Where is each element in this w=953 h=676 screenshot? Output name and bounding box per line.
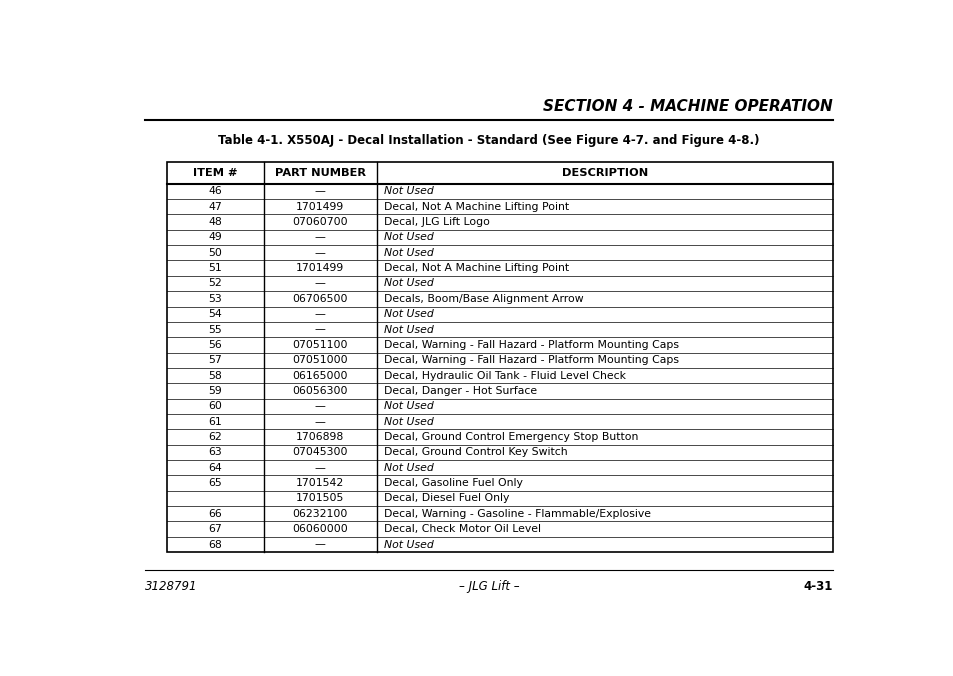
Text: Not Used: Not Used — [384, 187, 434, 196]
Text: Not Used: Not Used — [384, 233, 434, 243]
Text: 68: 68 — [209, 539, 222, 550]
Text: Decal, Warning - Fall Hazard - Platform Mounting Caps: Decal, Warning - Fall Hazard - Platform … — [384, 356, 679, 365]
Text: ITEM #: ITEM # — [193, 168, 237, 178]
Text: Decal, Gasoline Fuel Only: Decal, Gasoline Fuel Only — [384, 478, 522, 488]
Text: —: — — [314, 324, 325, 335]
Text: Decals, Boom/Base Alignment Arrow: Decals, Boom/Base Alignment Arrow — [384, 294, 583, 304]
Text: 54: 54 — [209, 309, 222, 319]
Text: Decal, Ground Control Emergency Stop Button: Decal, Ground Control Emergency Stop But… — [384, 432, 638, 442]
Text: 57: 57 — [209, 356, 222, 365]
Text: Decal, Hydraulic Oil Tank - Fluid Level Check: Decal, Hydraulic Oil Tank - Fluid Level … — [384, 370, 626, 381]
Text: 46: 46 — [209, 187, 222, 196]
Text: Not Used: Not Used — [384, 416, 434, 427]
Text: Decal, Check Motor Oil Level: Decal, Check Motor Oil Level — [384, 524, 540, 534]
Text: 4-31: 4-31 — [802, 579, 832, 593]
Text: 1701542: 1701542 — [296, 478, 344, 488]
Bar — [167, 162, 832, 552]
Text: Not Used: Not Used — [384, 402, 434, 411]
Text: 53: 53 — [209, 294, 222, 304]
Text: 1701499: 1701499 — [296, 201, 344, 212]
Text: 51: 51 — [209, 263, 222, 273]
Text: 49: 49 — [209, 233, 222, 243]
Text: Not Used: Not Used — [384, 309, 434, 319]
Text: 07045300: 07045300 — [293, 448, 348, 458]
Text: —: — — [314, 416, 325, 427]
Text: PART NUMBER: PART NUMBER — [274, 168, 365, 178]
Text: Decal, Warning - Gasoline - Flammable/Explosive: Decal, Warning - Gasoline - Flammable/Ex… — [384, 509, 651, 518]
Text: Decal, Diesel Fuel Only: Decal, Diesel Fuel Only — [384, 493, 509, 504]
Text: 62: 62 — [209, 432, 222, 442]
Text: —: — — [314, 279, 325, 289]
Text: Table 4-1. X550AJ - Decal Installation - Standard (See Figure 4-7. and Figure 4-: Table 4-1. X550AJ - Decal Installation -… — [218, 135, 759, 147]
Text: Not Used: Not Used — [384, 539, 434, 550]
Text: Not Used: Not Used — [384, 279, 434, 289]
Text: Not Used: Not Used — [384, 248, 434, 258]
Text: 07051000: 07051000 — [293, 356, 348, 365]
Text: 59: 59 — [209, 386, 222, 396]
Text: – JLG Lift –: – JLG Lift – — [458, 579, 518, 593]
Text: 07060700: 07060700 — [293, 217, 348, 227]
Text: 06232100: 06232100 — [293, 509, 348, 518]
Text: 64: 64 — [209, 463, 222, 473]
Text: —: — — [314, 248, 325, 258]
Text: Decal, Not A Machine Lifting Point: Decal, Not A Machine Lifting Point — [384, 201, 569, 212]
Text: Decal, Not A Machine Lifting Point: Decal, Not A Machine Lifting Point — [384, 263, 569, 273]
Text: 67: 67 — [209, 524, 222, 534]
Text: Decal, Ground Control Key Switch: Decal, Ground Control Key Switch — [384, 448, 567, 458]
Text: —: — — [314, 463, 325, 473]
Text: —: — — [314, 309, 325, 319]
Text: 1701505: 1701505 — [295, 493, 344, 504]
Text: 07051100: 07051100 — [293, 340, 348, 350]
Text: 63: 63 — [209, 448, 222, 458]
Text: 3128791: 3128791 — [145, 579, 197, 593]
Text: Decal, Warning - Fall Hazard - Platform Mounting Caps: Decal, Warning - Fall Hazard - Platform … — [384, 340, 679, 350]
Text: 48: 48 — [209, 217, 222, 227]
Text: Not Used: Not Used — [384, 463, 434, 473]
Text: Decal, JLG Lift Logo: Decal, JLG Lift Logo — [384, 217, 490, 227]
Text: 06706500: 06706500 — [293, 294, 348, 304]
Text: 66: 66 — [209, 509, 222, 518]
Text: Not Used: Not Used — [384, 324, 434, 335]
Text: 1706898: 1706898 — [296, 432, 344, 442]
Text: 47: 47 — [209, 201, 222, 212]
Text: 1701499: 1701499 — [296, 263, 344, 273]
Text: 65: 65 — [209, 478, 222, 488]
Text: Decal, Danger - Hot Surface: Decal, Danger - Hot Surface — [384, 386, 537, 396]
Text: 61: 61 — [209, 416, 222, 427]
Text: 58: 58 — [209, 370, 222, 381]
Text: 50: 50 — [209, 248, 222, 258]
Text: —: — — [314, 402, 325, 411]
Text: DESCRIPTION: DESCRIPTION — [561, 168, 647, 178]
Text: 60: 60 — [209, 402, 222, 411]
Text: 06165000: 06165000 — [293, 370, 348, 381]
Text: —: — — [314, 539, 325, 550]
Text: 55: 55 — [209, 324, 222, 335]
Text: —: — — [314, 187, 325, 196]
Text: 06060000: 06060000 — [293, 524, 348, 534]
Text: —: — — [314, 233, 325, 243]
Text: 06056300: 06056300 — [293, 386, 348, 396]
Text: 56: 56 — [209, 340, 222, 350]
Text: SECTION 4 - MACHINE OPERATION: SECTION 4 - MACHINE OPERATION — [542, 99, 832, 114]
Text: 52: 52 — [209, 279, 222, 289]
